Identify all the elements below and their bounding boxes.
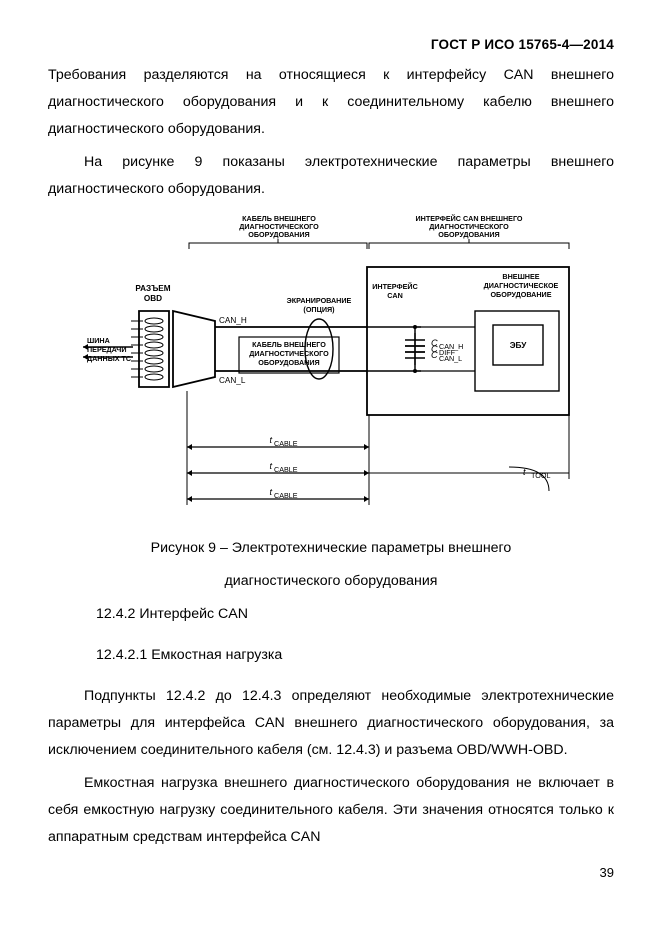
svg-text:ОБОРУДОВАНИЯ: ОБОРУДОВАНИЯ	[248, 230, 309, 239]
svg-text:ДИАГНОСТИЧЕСКОЕ: ДИАГНОСТИЧЕСКОЕ	[484, 281, 559, 290]
svg-text:ОБОРУДОВАНИЯ: ОБОРУДОВАНИЯ	[258, 358, 319, 367]
svg-text:ОБОРУДОВАНИЕ: ОБОРУДОВАНИЕ	[490, 290, 551, 299]
svg-text:C: C	[431, 350, 438, 360]
figure-9-diagram: КАБЕЛЬ ВНЕШНЕГОДИАГНОСТИЧЕСКОГООБОРУДОВА…	[81, 209, 581, 529]
svg-text:(ОПЦИЯ): (ОПЦИЯ)	[303, 305, 335, 314]
paragraph-2: На рисунке 9 показаны электротехнические…	[48, 149, 614, 203]
svg-text:ИНТЕРФЕЙС: ИНТЕРФЕЙС	[372, 282, 418, 291]
page-number: 39	[48, 861, 614, 886]
paragraph-4: Емкостная нагрузка внешнего диагностичес…	[48, 770, 614, 851]
svg-text:t: t	[523, 467, 526, 477]
paragraph-3: Подпункты 12.4.2 до 12.4.3 определяют не…	[48, 683, 614, 764]
svg-text:ШИНА: ШИНА	[87, 336, 110, 345]
section-12-4-2-1: 12.4.2.1 Емкостная нагрузка	[96, 642, 614, 669]
figure-caption-line1: Рисунок 9 – Электротехнические параметры…	[48, 535, 614, 562]
svg-text:TOOL: TOOL	[531, 471, 550, 480]
svg-text:CAN_H: CAN_H	[219, 316, 247, 325]
svg-text:ЭКРАНИРОВАНИЕ: ЭКРАНИРОВАНИЕ	[287, 296, 352, 305]
svg-text:ЭБУ: ЭБУ	[510, 341, 528, 350]
svg-text:ОБОРУДОВАНИЯ: ОБОРУДОВАНИЯ	[438, 230, 499, 239]
svg-text:CABLE: CABLE	[274, 491, 298, 500]
svg-text:CAN_L: CAN_L	[439, 354, 462, 363]
doc-header: ГОСТ Р ИСО 15765-4—2014	[48, 32, 614, 58]
svg-text:РАЗЪЕМ: РАЗЪЕМ	[135, 284, 170, 293]
paragraph-1: Требования разделяются на относящиеся к …	[48, 62, 614, 143]
svg-text:КАБЕЛЬ ВНЕШНЕГО: КАБЕЛЬ ВНЕШНЕГО	[252, 340, 326, 349]
section-12-4-2: 12.4.2 Интерфейс CAN	[96, 601, 614, 628]
svg-text:t: t	[269, 435, 272, 445]
svg-text:CABLE: CABLE	[274, 439, 298, 448]
svg-text:ДИАГНОСТИЧЕСКОГО: ДИАГНОСТИЧЕСКОГО	[249, 349, 329, 358]
figure-caption-line2: диагностического оборудования	[48, 568, 614, 595]
svg-text:CABLE: CABLE	[274, 465, 298, 474]
svg-text:ДАННЫХ ТС: ДАННЫХ ТС	[87, 354, 131, 363]
svg-text:CAN_L: CAN_L	[219, 376, 246, 385]
svg-text:ВНЕШНЕЕ: ВНЕШНЕЕ	[502, 272, 539, 281]
svg-text:CAN: CAN	[387, 291, 403, 300]
svg-text:OBD: OBD	[144, 294, 162, 303]
svg-text:t: t	[269, 487, 272, 497]
svg-text:t: t	[269, 461, 272, 471]
